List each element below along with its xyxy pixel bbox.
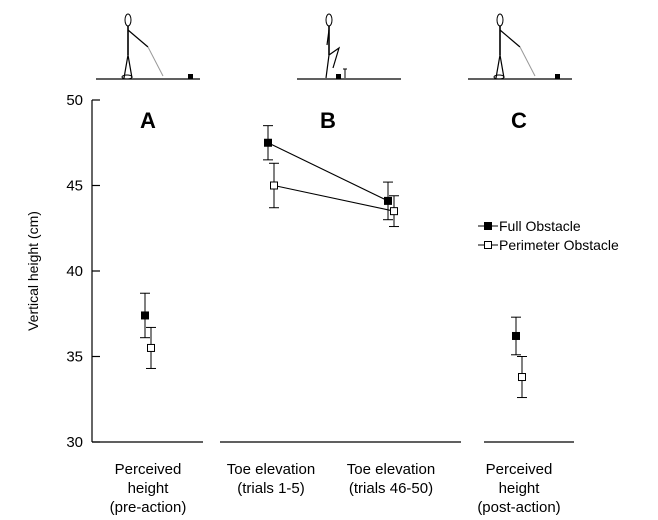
panel-label: B [320, 108, 336, 133]
y-tick-label: 50 [66, 92, 83, 109]
category-label-line: (trials 46-50) [349, 480, 433, 497]
foot [121, 74, 133, 80]
legend-marker [484, 241, 492, 249]
chart-marks [140, 125, 527, 399]
arm [499, 29, 521, 48]
head [325, 13, 333, 27]
y-tick-label: 40 [66, 263, 83, 280]
chart-axes [91, 99, 574, 443]
foot [493, 74, 505, 80]
legs [123, 54, 133, 79]
data-point-perimeter-obstacle [147, 343, 155, 352]
category-label-line: height [128, 480, 170, 497]
category-label-line: (pre-action) [110, 499, 187, 516]
panel-label: C [511, 108, 527, 133]
category-label-line: Toe elevation [227, 461, 315, 478]
category-label: Toe elevation (trials 46-50) [347, 461, 435, 497]
y-tick-label: 45 [66, 178, 83, 195]
cane [519, 46, 536, 77]
category-label: Perceived height (post-action) [477, 461, 560, 516]
series-line [267, 142, 389, 202]
series-line [273, 184, 395, 212]
walking-figure-icon [468, 13, 572, 80]
legend-marker [484, 222, 492, 230]
legend-label: Full Obstacle [499, 218, 581, 234]
stick-figure-pictograms [96, 13, 572, 80]
data-point-full-obstacle [384, 196, 392, 205]
panel-label: A [140, 108, 156, 133]
chart-legend: Full Obstacle Perimeter Obstacle [478, 218, 619, 253]
arm [127, 29, 149, 48]
data-point-full-obstacle [264, 138, 272, 147]
y-axis-title: Vertical height (cm) [25, 211, 41, 331]
data-point-full-obstacle [512, 331, 520, 340]
category-label-line: Perceived [115, 461, 182, 478]
obstacle-block [336, 74, 341, 79]
y-tick-label: 35 [66, 349, 83, 366]
data-point-perimeter-obstacle [390, 207, 398, 216]
category-label-line: height [499, 480, 541, 497]
chart-labels: 30 35 40 45 50 Vertical height (cm) A Perceived… [25, 92, 561, 516]
data-point-full-obstacle [141, 311, 149, 320]
legend-label: Perimeter Obstacle [499, 237, 619, 253]
obstacle-block [555, 74, 560, 79]
head [124, 13, 132, 27]
obstacle-block [188, 74, 193, 79]
arm [326, 29, 330, 46]
category-label: Toe elevation (trials 1-5) [227, 461, 315, 497]
data-point-perimeter-obstacle [518, 373, 526, 382]
y-tick-label: 30 [66, 434, 83, 451]
legs [325, 46, 341, 79]
category-label-line: Toe elevation [347, 461, 435, 478]
head [496, 13, 504, 27]
category-label-line: (trials 1-5) [237, 480, 305, 497]
cane [147, 46, 164, 77]
category-label: Perceived height (pre-action) [110, 461, 187, 516]
legs [495, 54, 505, 79]
category-label-line: Perceived [486, 461, 553, 478]
walking-figure-icon [96, 13, 200, 80]
stepping-figure-icon [297, 13, 401, 80]
category-label-line: (post-action) [477, 499, 560, 516]
data-point-perimeter-obstacle [270, 181, 278, 190]
